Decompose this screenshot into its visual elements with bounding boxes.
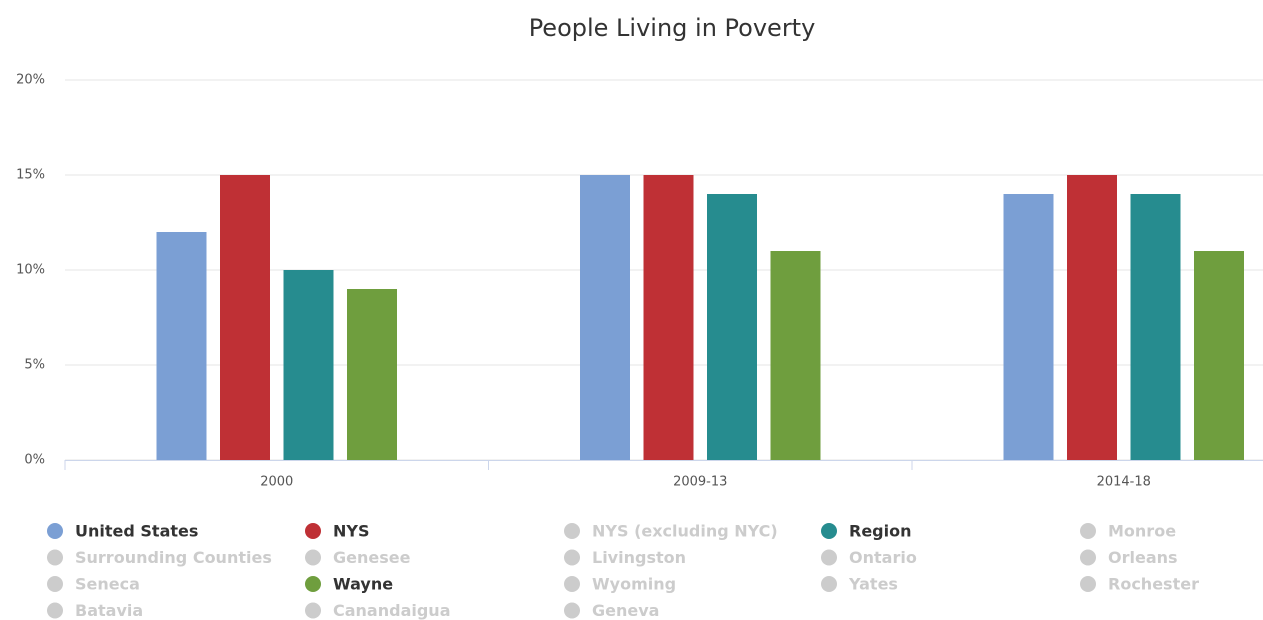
legend-label[interactable]: Genesee (333, 548, 411, 567)
legend-label[interactable]: Canandaigua (333, 601, 451, 620)
chart-title: People Living in Poverty (529, 14, 816, 42)
bar (156, 232, 207, 460)
legend-label[interactable]: Batavia (75, 601, 143, 620)
legend-marker[interactable] (564, 576, 580, 592)
bar (580, 175, 630, 460)
bar (770, 251, 821, 460)
bar (1130, 194, 1181, 460)
legend-label[interactable]: Livingston (592, 548, 686, 567)
legend-marker[interactable] (47, 549, 63, 566)
legend-label[interactable]: Orleans (1108, 548, 1178, 567)
legend-marker[interactable] (47, 523, 63, 539)
bar (1067, 175, 1117, 460)
legend-marker[interactable] (47, 602, 63, 619)
legend-label[interactable]: Surrounding Counties (75, 548, 272, 567)
legend-marker[interactable] (821, 523, 837, 539)
bar (347, 289, 397, 460)
y-tick-label: 10% (16, 263, 45, 278)
legend-marker[interactable] (821, 576, 837, 592)
legend-label[interactable]: Geneva (592, 601, 659, 620)
legend-marker[interactable] (305, 602, 321, 619)
legend-label[interactable]: NYS (excluding NYC) (592, 522, 778, 541)
legend-label[interactable]: Rochester (1108, 575, 1199, 594)
bar (220, 175, 270, 460)
legend-marker[interactable] (564, 523, 580, 539)
legend-label[interactable]: Seneca (75, 575, 140, 594)
bar (643, 175, 694, 460)
legend-marker[interactable] (564, 549, 580, 566)
legend-label[interactable]: Wayne (333, 575, 393, 594)
legend-marker[interactable] (821, 549, 837, 566)
y-tick-label: 5% (24, 358, 45, 373)
bar (707, 194, 757, 460)
legend-marker[interactable] (305, 549, 321, 566)
y-tick-label: 0% (24, 453, 45, 468)
legend-marker[interactable] (1080, 523, 1096, 539)
y-tick-label: 15% (16, 168, 45, 183)
legend-marker[interactable] (1080, 576, 1096, 592)
legend-label[interactable]: Monroe (1108, 522, 1176, 541)
y-tick-label: 20% (16, 73, 45, 88)
x-tick-label: 2014-18 (1097, 475, 1151, 490)
legend-label[interactable]: Wyoming (592, 575, 676, 594)
x-tick-label: 2000 (260, 475, 293, 490)
bar (283, 270, 334, 460)
bar (1003, 194, 1054, 460)
x-tick-label: 2009-13 (673, 475, 727, 490)
legend-marker[interactable] (305, 576, 321, 592)
legend-label[interactable]: Region (849, 522, 912, 541)
legend-marker[interactable] (1080, 549, 1096, 566)
bar (1194, 251, 1244, 460)
legend-marker[interactable] (564, 602, 580, 619)
legend-marker[interactable] (47, 576, 63, 592)
legend-label[interactable]: NYS (333, 522, 370, 541)
legend-label[interactable]: United States (75, 522, 198, 541)
legend-label[interactable]: Ontario (849, 548, 917, 567)
legend-label[interactable]: Yates (848, 575, 898, 594)
legend-marker[interactable] (305, 523, 321, 539)
